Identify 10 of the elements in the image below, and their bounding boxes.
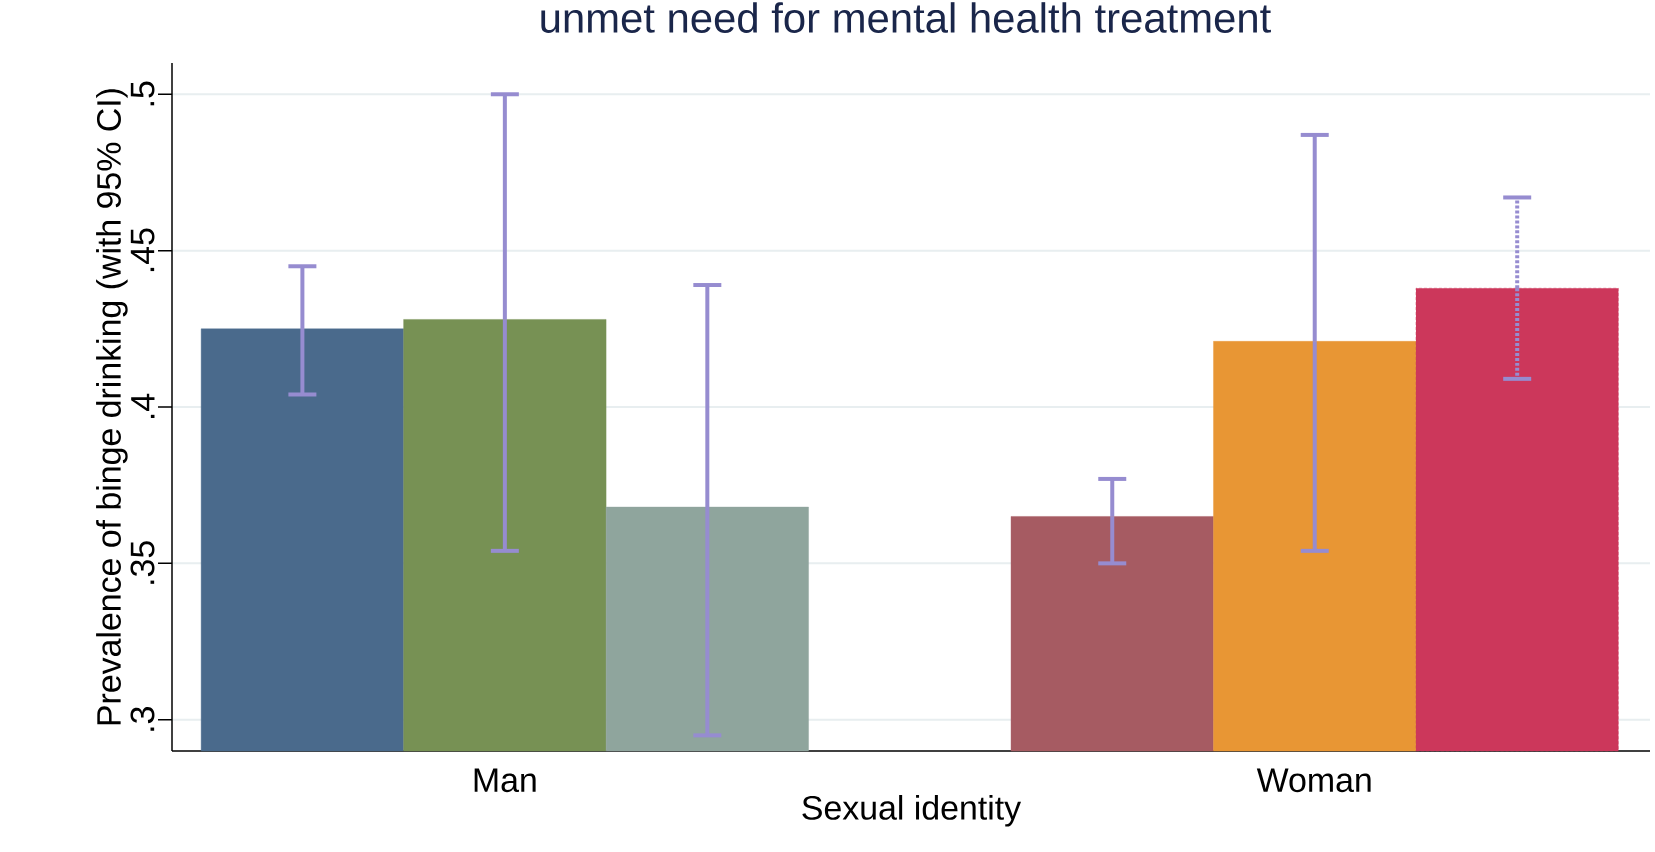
y-tick-label: .3 (130, 707, 155, 731)
y-tick-label: .35 (130, 541, 155, 584)
x-tick-label: Woman (1256, 768, 1371, 793)
y-tick-label: .4 (131, 393, 155, 419)
y-tick-label: .5 (130, 81, 155, 106)
y-tick-label: .45 (130, 228, 155, 272)
chart-title: unmet need for mental health treatment (541, 2, 1271, 33)
y-axis-title: Prevalence of binge drinking (with 95% CI) (96, 89, 128, 725)
x-axis-title: Sexual identity (802, 794, 1022, 827)
x-tick-label: Man (474, 768, 536, 793)
